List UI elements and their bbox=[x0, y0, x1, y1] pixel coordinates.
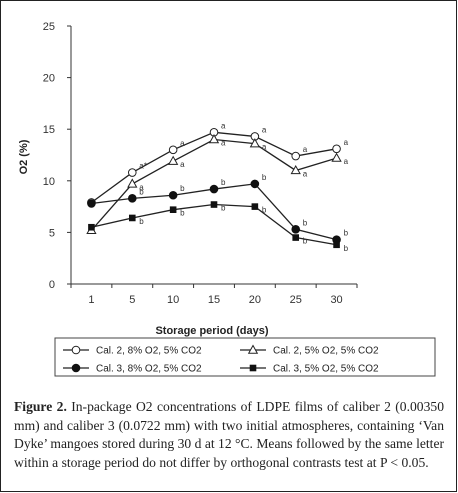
data-label: a bbox=[180, 160, 185, 169]
y-tick-label: 5 bbox=[49, 227, 55, 239]
x-tick-label: 15 bbox=[208, 294, 220, 306]
legend-label: Cal. 3, 8% O2, 5% CO2 bbox=[96, 364, 202, 375]
data-label: a bbox=[344, 157, 349, 166]
series-line bbox=[91, 203, 337, 246]
data-label: b bbox=[180, 184, 185, 193]
data-point bbox=[332, 144, 341, 154]
x-tick-label: 10 bbox=[167, 294, 179, 306]
legend-item-4: Cal. 3, 5% O2, 5% CO2 bbox=[240, 364, 379, 375]
y-tick-label: 20 bbox=[43, 73, 55, 85]
x-tick-label: 30 bbox=[330, 294, 342, 306]
data-label: b bbox=[344, 244, 349, 253]
data-label: b bbox=[262, 173, 267, 182]
legend-label: Cal. 2, 8% O2, 5% CO2 bbox=[96, 346, 202, 357]
data-label: b bbox=[344, 229, 349, 238]
data-point bbox=[167, 155, 179, 165]
legend-item-2: Cal. 2, 5% O2, 5% CO2 bbox=[240, 344, 379, 357]
series-3: b b b b b b bbox=[87, 173, 349, 244]
data-label: a bbox=[139, 183, 144, 192]
data-point bbox=[249, 138, 261, 148]
caption-label: Figure 2. bbox=[14, 399, 67, 414]
figure-caption: Figure 2. In-package O2 concentrations o… bbox=[14, 398, 444, 472]
y-tick-label: 15 bbox=[43, 124, 55, 136]
x-tick-labels: 1 5 10 15 20 25 30 bbox=[88, 294, 342, 306]
y-tick-label: 25 bbox=[43, 21, 55, 33]
legend-label: Cal. 3, 5% O2, 5% CO2 bbox=[273, 364, 379, 375]
data-label: b bbox=[139, 187, 144, 196]
data-label: a bbox=[303, 145, 308, 154]
data-label: b bbox=[221, 204, 226, 213]
data-point bbox=[127, 168, 137, 177]
x-tick-label: 25 bbox=[290, 294, 302, 306]
y-tick-label: 10 bbox=[43, 176, 55, 188]
data-point bbox=[127, 194, 137, 203]
data-point bbox=[88, 223, 95, 231]
data-label: b bbox=[139, 217, 144, 226]
y-axis-title: O2 (%) bbox=[18, 139, 30, 174]
data-point bbox=[71, 345, 81, 355]
series-1: a*aa aaa bbox=[87, 121, 349, 207]
data-point bbox=[168, 145, 178, 155]
x-tick-label: 20 bbox=[249, 294, 261, 306]
data-label: a* bbox=[139, 162, 147, 171]
data-point bbox=[290, 164, 301, 175]
data-point bbox=[251, 203, 259, 210]
data-label: b bbox=[303, 218, 308, 227]
data-point bbox=[250, 179, 260, 189]
data-label: a bbox=[221, 139, 226, 148]
legend-label: Cal. 2, 5% O2, 5% CO2 bbox=[273, 346, 379, 357]
chart-axes bbox=[67, 25, 358, 288]
data-label: a bbox=[221, 121, 226, 130]
data-point bbox=[128, 214, 136, 222]
y-tick-labels: 0 5 10 15 20 25 bbox=[43, 21, 55, 291]
legend bbox=[54, 337, 436, 377]
x-axis-title: Storage period (days) bbox=[155, 325, 268, 337]
data-label: b bbox=[303, 237, 308, 246]
data-point bbox=[247, 344, 259, 354]
data-label: b bbox=[180, 209, 185, 218]
y-tick-label: 0 bbox=[49, 279, 55, 291]
data-point bbox=[333, 241, 340, 249]
data-point bbox=[87, 199, 96, 208]
data-point bbox=[208, 133, 220, 144]
series-4: bbb bbb bbox=[88, 201, 349, 253]
data-point bbox=[249, 364, 257, 372]
legend-item-3: Cal. 3, 8% O2, 5% CO2 bbox=[63, 364, 202, 375]
data-label: a bbox=[344, 138, 349, 147]
data-point bbox=[209, 184, 219, 194]
data-point bbox=[291, 151, 301, 161]
caption-text: In-package O2 concentrations of LDPE fil… bbox=[14, 399, 444, 470]
data-point bbox=[331, 152, 342, 162]
x-tick-label: 1 bbox=[88, 294, 94, 306]
data-label: b bbox=[221, 178, 226, 187]
legend-item-1: Cal. 2, 8% O2, 5% CO2 bbox=[63, 346, 202, 357]
data-label: b bbox=[262, 206, 267, 215]
data-label: a bbox=[262, 143, 267, 152]
data-label: a bbox=[303, 169, 308, 178]
legend-items: Cal. 2, 8% O2, 5% CO2 Cal. 2, 5% O2, 5% C… bbox=[63, 344, 379, 375]
data-label: a bbox=[180, 139, 185, 148]
data-point bbox=[169, 206, 177, 213]
data-point bbox=[210, 201, 218, 208]
data-point bbox=[292, 234, 300, 241]
data-point bbox=[168, 190, 178, 200]
x-tick-label: 5 bbox=[129, 294, 135, 306]
data-point bbox=[291, 225, 301, 234]
series-2: a a a a a a bbox=[86, 133, 349, 235]
data-label: a bbox=[262, 125, 267, 134]
data-point bbox=[71, 363, 81, 373]
data-point bbox=[127, 178, 138, 188]
